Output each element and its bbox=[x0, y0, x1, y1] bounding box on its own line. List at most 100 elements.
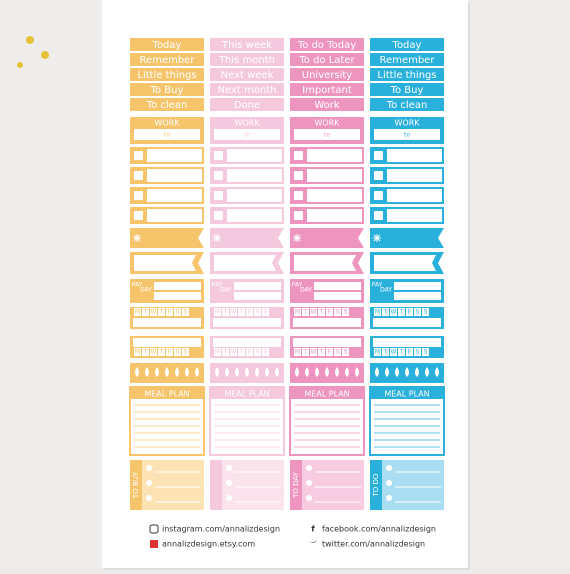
week-field bbox=[213, 338, 281, 347]
flag-sticker bbox=[130, 228, 204, 248]
column: This week This month Next week Next month Do… bbox=[209, 38, 285, 510]
payday-text: PAY bbox=[212, 282, 223, 289]
flag-field bbox=[214, 255, 276, 271]
day-letter: S bbox=[264, 349, 268, 356]
column: Today Remember Little things To Buy To clean… bbox=[369, 38, 445, 510]
label-text: To do Today bbox=[297, 40, 356, 51]
label-text: Remember bbox=[140, 55, 196, 66]
week-field bbox=[133, 338, 201, 347]
label-text: Little things bbox=[137, 70, 196, 81]
payday-text: DAY bbox=[300, 287, 312, 294]
drop bbox=[305, 367, 309, 377]
day-cell bbox=[342, 308, 349, 316]
icon-field bbox=[307, 149, 362, 162]
column: Today Remember Little things To Buy To clean… bbox=[129, 38, 205, 510]
day-cell bbox=[382, 308, 389, 316]
label-sticker bbox=[210, 98, 284, 111]
drop bbox=[245, 367, 249, 377]
heart bbox=[306, 495, 312, 501]
icon-field bbox=[147, 169, 202, 182]
day-cell bbox=[406, 308, 413, 316]
day-cell bbox=[182, 348, 189, 356]
heart bbox=[226, 495, 232, 501]
icon-field bbox=[147, 149, 202, 162]
work-field bbox=[374, 129, 440, 140]
day-letter: S bbox=[344, 309, 348, 316]
etsy-icon bbox=[150, 540, 158, 548]
day-letter: T bbox=[143, 349, 148, 356]
day-cell bbox=[318, 348, 325, 356]
footer: instagram.com/annalizdesign annalizdesig… bbox=[149, 524, 436, 549]
twitter-icon bbox=[309, 540, 317, 543]
payday-field bbox=[234, 292, 281, 300]
day-letter: S bbox=[344, 349, 348, 356]
drop bbox=[175, 367, 179, 377]
flag-sticker bbox=[210, 228, 284, 248]
day-letter: M bbox=[135, 309, 140, 316]
day-letter: S bbox=[184, 309, 188, 316]
day-letter: T bbox=[239, 349, 244, 356]
drop bbox=[385, 367, 389, 377]
drop bbox=[155, 367, 159, 377]
icon bbox=[294, 211, 303, 220]
icon bbox=[374, 151, 383, 160]
decoration bbox=[26, 36, 34, 44]
flag-sticker bbox=[290, 228, 364, 248]
label-text: To Buy bbox=[150, 85, 184, 96]
day-cell bbox=[422, 348, 429, 356]
label-sticker bbox=[210, 53, 284, 66]
day-letter: W bbox=[231, 349, 237, 356]
heart bbox=[386, 465, 392, 471]
day-cell bbox=[310, 308, 317, 316]
label-sticker bbox=[290, 68, 364, 81]
label-sticker bbox=[210, 83, 284, 96]
week-field bbox=[133, 318, 201, 327]
drop bbox=[135, 367, 139, 377]
day-cell bbox=[302, 348, 309, 356]
icon-field bbox=[387, 149, 442, 162]
label-text: Next month bbox=[218, 85, 277, 96]
day-letter: M bbox=[215, 309, 220, 316]
day-letter: F bbox=[248, 349, 252, 356]
day-cell bbox=[414, 348, 421, 356]
label-text: This week bbox=[221, 40, 272, 51]
day-cell bbox=[406, 348, 413, 356]
work-to: to bbox=[244, 132, 250, 139]
label-sticker bbox=[130, 38, 204, 51]
label-text: To Buy bbox=[390, 85, 424, 96]
label-text: Work bbox=[314, 100, 340, 111]
drop bbox=[425, 367, 429, 377]
label-text: Little things bbox=[377, 70, 436, 81]
day-cell bbox=[158, 308, 165, 316]
day-letter: S bbox=[424, 309, 428, 316]
label-text: To clean bbox=[146, 100, 188, 111]
drop bbox=[275, 367, 279, 377]
day-letter: W bbox=[231, 309, 237, 316]
icon-field bbox=[227, 209, 282, 222]
list-band bbox=[370, 460, 382, 510]
label-sticker bbox=[210, 68, 284, 81]
payday-field bbox=[154, 292, 201, 300]
payday-field bbox=[234, 282, 281, 290]
icon-field bbox=[387, 169, 442, 182]
drop bbox=[345, 367, 349, 377]
day-cell bbox=[390, 308, 397, 316]
meal-title: MEAL PLAN bbox=[144, 390, 189, 399]
day-letter: W bbox=[311, 349, 317, 356]
list-title: TO BUY bbox=[132, 471, 140, 499]
meal-header bbox=[210, 387, 284, 399]
icon-field bbox=[387, 189, 442, 202]
label-sticker bbox=[370, 38, 444, 51]
day-cell bbox=[374, 308, 381, 316]
etsy-link: annalizdesign.etsy.com bbox=[162, 540, 255, 549]
day-letter: F bbox=[408, 309, 412, 316]
icon bbox=[134, 151, 143, 160]
day-letter: T bbox=[159, 349, 164, 356]
label-sticker bbox=[130, 83, 204, 96]
day-cell bbox=[182, 308, 189, 316]
drop bbox=[395, 367, 399, 377]
payday-text: DAY bbox=[380, 287, 392, 294]
drop bbox=[315, 367, 319, 377]
day-letter: M bbox=[375, 349, 380, 356]
